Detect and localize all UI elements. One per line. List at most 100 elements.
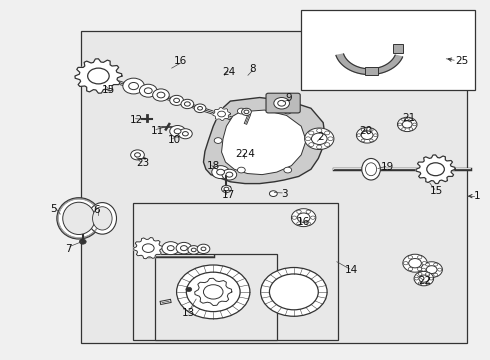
Circle shape	[324, 131, 330, 135]
Circle shape	[238, 167, 245, 173]
Text: 14: 14	[345, 265, 358, 275]
Circle shape	[409, 118, 413, 121]
Circle shape	[317, 145, 322, 149]
Circle shape	[270, 191, 277, 197]
Circle shape	[221, 185, 231, 193]
Circle shape	[157, 92, 165, 98]
Circle shape	[418, 282, 422, 285]
Circle shape	[309, 131, 314, 135]
Text: 2: 2	[318, 132, 324, 142]
Circle shape	[162, 242, 179, 255]
Bar	[81, 31, 467, 343]
Circle shape	[307, 138, 315, 143]
Polygon shape	[213, 108, 230, 121]
Circle shape	[413, 123, 416, 126]
Bar	[133, 203, 338, 339]
Circle shape	[123, 78, 145, 94]
Circle shape	[419, 275, 429, 282]
Circle shape	[145, 88, 152, 94]
Circle shape	[79, 239, 86, 244]
Circle shape	[434, 273, 438, 276]
Circle shape	[356, 127, 378, 143]
Circle shape	[404, 262, 408, 265]
Circle shape	[357, 134, 361, 136]
Circle shape	[429, 277, 433, 280]
Circle shape	[242, 108, 251, 116]
Text: 224: 224	[235, 149, 255, 159]
Circle shape	[297, 210, 301, 213]
Text: 17: 17	[222, 190, 236, 200]
Circle shape	[409, 128, 413, 130]
Text: 15: 15	[101, 85, 115, 95]
Text: 25: 25	[455, 56, 468, 66]
Circle shape	[426, 266, 437, 274]
Circle shape	[217, 169, 224, 175]
Circle shape	[188, 246, 199, 254]
Circle shape	[182, 132, 188, 136]
Circle shape	[226, 172, 233, 177]
Circle shape	[402, 121, 412, 128]
Circle shape	[201, 247, 206, 251]
Circle shape	[398, 123, 402, 126]
Circle shape	[181, 99, 194, 109]
Circle shape	[176, 265, 250, 319]
Circle shape	[426, 273, 429, 275]
Circle shape	[361, 129, 365, 131]
Text: 11: 11	[150, 126, 164, 135]
Circle shape	[176, 242, 192, 254]
FancyBboxPatch shape	[266, 93, 300, 113]
Circle shape	[180, 246, 187, 251]
Text: 16: 16	[174, 56, 187, 66]
Circle shape	[178, 129, 192, 139]
Circle shape	[306, 210, 311, 213]
Circle shape	[324, 143, 330, 147]
Circle shape	[140, 84, 157, 97]
Circle shape	[421, 268, 426, 271]
Circle shape	[426, 263, 430, 266]
Text: 5: 5	[50, 204, 57, 214]
Circle shape	[317, 129, 322, 132]
Polygon shape	[203, 98, 326, 184]
Circle shape	[306, 222, 311, 225]
Circle shape	[278, 100, 286, 106]
Text: 1: 1	[474, 191, 480, 201]
Text: 23: 23	[136, 158, 149, 168]
Text: 19: 19	[381, 162, 394, 172]
Circle shape	[361, 139, 365, 142]
Circle shape	[292, 209, 316, 226]
Circle shape	[244, 110, 249, 114]
Circle shape	[88, 68, 109, 84]
Text: 18: 18	[207, 161, 220, 171]
Polygon shape	[195, 278, 232, 306]
Circle shape	[361, 131, 373, 139]
Ellipse shape	[93, 207, 112, 230]
Circle shape	[373, 134, 377, 136]
Circle shape	[224, 187, 229, 191]
Ellipse shape	[366, 163, 377, 176]
Circle shape	[186, 272, 240, 312]
Circle shape	[409, 258, 421, 268]
Circle shape	[197, 244, 210, 253]
Text: 24: 24	[223, 67, 236, 77]
Circle shape	[415, 277, 418, 280]
Circle shape	[194, 104, 206, 113]
Text: 16: 16	[297, 217, 310, 227]
Circle shape	[328, 137, 333, 141]
Polygon shape	[416, 155, 455, 184]
Circle shape	[212, 166, 229, 179]
Text: 3: 3	[281, 189, 288, 199]
Circle shape	[418, 273, 422, 275]
Circle shape	[417, 267, 422, 271]
Text: 12: 12	[130, 115, 143, 125]
Circle shape	[403, 254, 427, 272]
Polygon shape	[336, 54, 403, 75]
Circle shape	[438, 268, 442, 271]
Circle shape	[426, 282, 429, 285]
Bar	[155, 253, 277, 339]
Circle shape	[414, 271, 434, 286]
Circle shape	[170, 95, 183, 105]
Circle shape	[397, 117, 417, 132]
Circle shape	[131, 150, 145, 160]
Text: 10: 10	[168, 135, 181, 145]
Text: 9: 9	[286, 93, 293, 103]
